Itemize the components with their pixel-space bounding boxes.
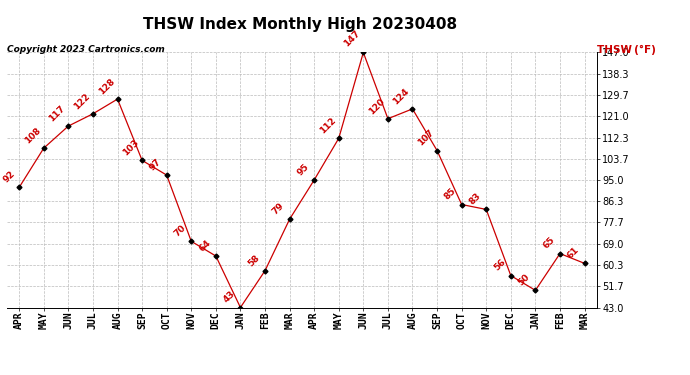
Text: 43: 43 xyxy=(221,290,237,305)
Text: 58: 58 xyxy=(246,253,262,268)
Text: 83: 83 xyxy=(468,192,483,207)
Text: 79: 79 xyxy=(270,201,286,216)
Text: 147: 147 xyxy=(342,28,362,48)
Text: 128: 128 xyxy=(97,76,116,96)
Text: Copyright 2023 Cartronics.com: Copyright 2023 Cartronics.com xyxy=(7,45,165,54)
Text: 103: 103 xyxy=(121,138,141,158)
Text: 50: 50 xyxy=(517,273,532,288)
Text: THSW Index Monthly High 20230408: THSW Index Monthly High 20230408 xyxy=(143,17,457,32)
Text: 61: 61 xyxy=(566,245,581,261)
Text: 56: 56 xyxy=(492,258,507,273)
Text: 64: 64 xyxy=(197,238,213,253)
Text: 92: 92 xyxy=(2,169,17,184)
Text: 107: 107 xyxy=(416,128,436,148)
Text: 124: 124 xyxy=(391,86,411,106)
Text: 108: 108 xyxy=(23,126,42,146)
Text: THSW (°F): THSW (°F) xyxy=(597,45,656,55)
Text: 112: 112 xyxy=(318,116,337,135)
Text: 120: 120 xyxy=(367,96,386,116)
Text: 117: 117 xyxy=(48,104,67,123)
Text: 95: 95 xyxy=(295,162,310,177)
Text: 70: 70 xyxy=(172,224,188,238)
Text: 65: 65 xyxy=(541,236,556,251)
Text: 85: 85 xyxy=(443,186,458,202)
Text: 122: 122 xyxy=(72,92,92,111)
Text: 97: 97 xyxy=(148,157,164,172)
